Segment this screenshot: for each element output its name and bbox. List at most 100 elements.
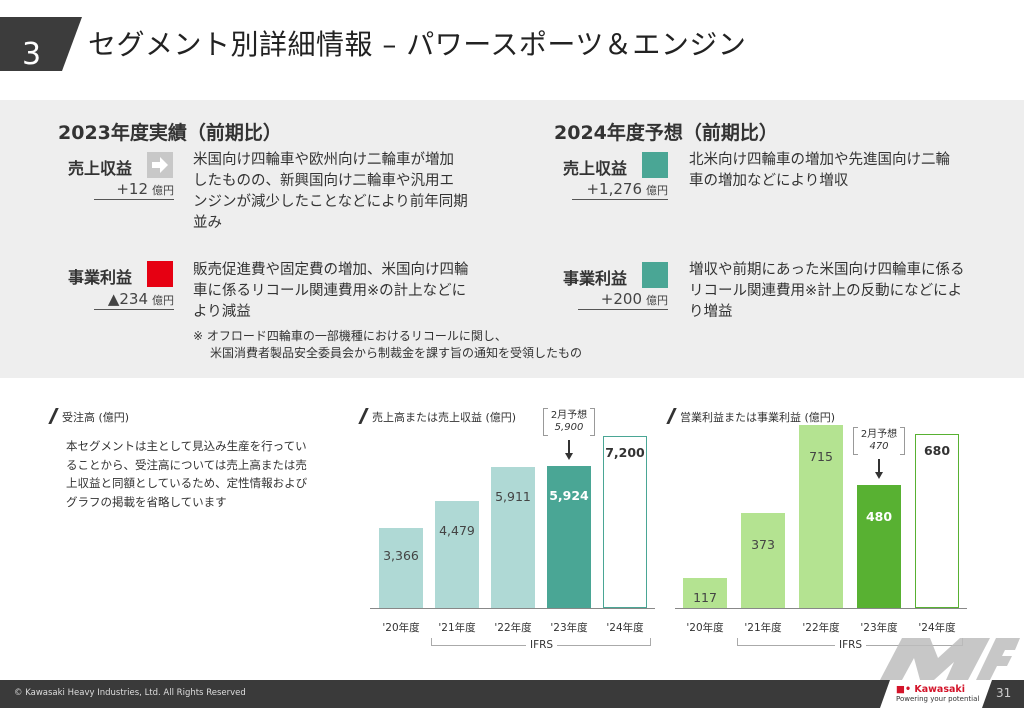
bar-23: 5,924	[547, 466, 591, 608]
revenue-chart-title: 売上高または売上収益 (億円)	[358, 408, 517, 425]
kawasaki-logo: ■• Kawasaki	[896, 684, 965, 695]
orders-title-text: 受注高 (億円)	[62, 411, 130, 424]
footer: © Kawasaki Heavy Industries, Ltd. All Ri…	[0, 680, 1024, 708]
x-tick-label: '22年度	[494, 622, 532, 634]
slash-icon	[48, 408, 59, 424]
profit-2024-unit: 億円	[646, 294, 668, 307]
orders-description: 本セグメントは主として見込み生産を行っていることから、受注高については売上高また…	[66, 439, 308, 509]
arrow-head	[565, 453, 573, 461]
bracket-right	[900, 427, 905, 456]
revenue-2024-change: +1,276 億円	[572, 180, 668, 200]
revenue-2023-value: +12	[116, 180, 148, 198]
x-axis-line	[370, 608, 655, 609]
revenue-2024-description: 北米向け四輪車の増加や先進国向け二輪車の増加などにより増収	[689, 152, 950, 189]
bar-value-label: 4,479	[439, 523, 475, 538]
revenue-chart-title-text: 売上高または売上収益 (億円)	[372, 411, 517, 424]
brand-tagline: Powering your potential	[896, 695, 980, 703]
ifrs-label: IFRS	[526, 639, 558, 651]
forecast-annotation: 2月予想 470	[853, 427, 905, 456]
page-number: 31	[996, 686, 1012, 700]
orders-title: 受注高 (億円)	[48, 408, 130, 425]
x-tick-label: '23年度	[550, 622, 588, 634]
ifrs-label: IFRS	[835, 639, 867, 651]
x-tick-label: '23年度	[860, 622, 898, 634]
bar-21: 373	[741, 512, 785, 608]
revenue-2023-unit: 億円	[152, 184, 174, 197]
increase-indicator-icon	[642, 262, 668, 288]
profit-2023-unit: 億円	[152, 294, 174, 307]
x-tick-label: '20年度	[382, 622, 420, 634]
footnote-line-1: ※ オフロード四輪車の一部機種におけるリコールに関し、	[193, 329, 507, 343]
arrow-head	[875, 472, 883, 480]
bar-22: 715	[799, 425, 843, 608]
bar-value-label: 715	[809, 449, 833, 464]
section-badge: 3	[0, 17, 82, 71]
bar-24: 680	[915, 433, 959, 608]
down-arrow-icon	[568, 440, 570, 455]
bar-20: 117	[683, 578, 727, 608]
bar-value-label: 5,911	[495, 488, 531, 504]
x-tick-label: '24年度	[918, 622, 956, 634]
increase-indicator-icon	[642, 152, 668, 178]
bar-value-label: 3,366	[383, 547, 419, 563]
revenue-2024-unit: 億円	[646, 184, 668, 197]
x-tick-label: '20年度	[686, 622, 724, 634]
x-tick-label: '21年度	[744, 622, 782, 634]
forecast-label: 2月予想	[860, 429, 898, 441]
forecast-annotation: 2月予想 5,900	[543, 408, 595, 437]
footnote-line-2: 米国消費者製品安全委員会から制裁金を課す旨の通知を受領したもの	[210, 346, 583, 360]
forecast-label: 2月予想	[550, 410, 588, 422]
copyright: © Kawasaki Heavy Industries, Ltd. All Ri…	[14, 688, 246, 698]
profit-2023-label: 事業利益	[68, 268, 133, 287]
bar-value-label: 680	[923, 442, 951, 458]
watermark-logo	[880, 638, 1020, 680]
revenue-2024-label: 売上収益	[563, 159, 628, 178]
decrease-indicator-icon	[147, 261, 173, 287]
revenue-2023-description: 米国向け四輪車や欧州向け二輪車が増加したものの、新興国向け二輪車や汎用エンジンが…	[193, 152, 468, 231]
section-badge-shape	[0, 17, 82, 71]
bar-21: 4,479	[435, 501, 479, 608]
bracket-right	[590, 408, 595, 437]
slash-icon	[358, 408, 369, 424]
bracket-left	[853, 427, 858, 456]
bracket-left	[543, 408, 548, 437]
bar-value-label: 480	[865, 509, 893, 525]
x-tick-label: '24年度	[606, 622, 644, 634]
flat-arrow-icon	[147, 152, 173, 178]
revenue-2024-value: +1,276	[586, 180, 642, 198]
results-2023-title: 2023年度実績（前期比）	[58, 122, 282, 144]
section-number: 3	[22, 37, 42, 72]
bar-value-label: 7,200	[605, 445, 645, 460]
bar-22: 5,911	[491, 466, 535, 608]
bar-23: 480	[857, 485, 901, 608]
bar-20: 3,366	[379, 527, 423, 608]
revenue-2023-label: 売上収益	[68, 159, 133, 178]
x-axis-line	[675, 608, 967, 609]
summary-panel	[0, 100, 1024, 378]
x-tick-label: '21年度	[438, 622, 476, 634]
profit-2024-change: +200 億円	[578, 290, 668, 310]
bar-value-label: 373	[751, 536, 775, 552]
profit-2024-description: 増収や前期にあった米国向け四輪車に係るリコール関連費用※計上の反動になどにより増…	[689, 262, 965, 320]
profit-2023-description: 販売促進費や固定費の増加、米国向け四輪車に係るリコール関連費用※の計上などにより…	[193, 262, 469, 320]
logo-background	[880, 680, 992, 708]
forecast-value: 470	[869, 441, 889, 453]
profit-2023-value: ▲234	[107, 290, 148, 308]
revenue-2023-change: +12 億円	[94, 180, 174, 200]
down-arrow-icon	[878, 459, 880, 474]
bar-value-label: 117	[693, 589, 717, 605]
profit-2024-label: 事業利益	[563, 269, 628, 288]
brand-name: Kawasaki	[914, 684, 965, 695]
forecast-2024-title: 2024年度予想（前期比）	[554, 122, 778, 144]
bar-24: 7,200	[603, 436, 647, 608]
bar-value-label: 5,924	[549, 488, 589, 504]
x-tick-label: '22年度	[802, 622, 840, 634]
page-title: セグメント別詳細情報 – パワースポーツ＆エンジン	[88, 28, 747, 61]
profit-2023-change: ▲234 億円	[94, 290, 174, 310]
profit-2024-value: +200	[600, 290, 642, 308]
profit-chart-title-text: 営業利益または事業利益 (億円)	[680, 411, 836, 424]
profit-chart: 117 '20年度 373 '21年度 715 '22年度 480 '23年度 680 '24年度…	[675, 400, 980, 660]
forecast-value: 5,900	[554, 422, 584, 434]
profit-chart-title: 営業利益または事業利益 (億円)	[666, 408, 836, 425]
revenue-chart: 3,366 '20年度 4,479 '21年度 5,911 '22年度 5,924 '23年度…	[370, 400, 665, 660]
